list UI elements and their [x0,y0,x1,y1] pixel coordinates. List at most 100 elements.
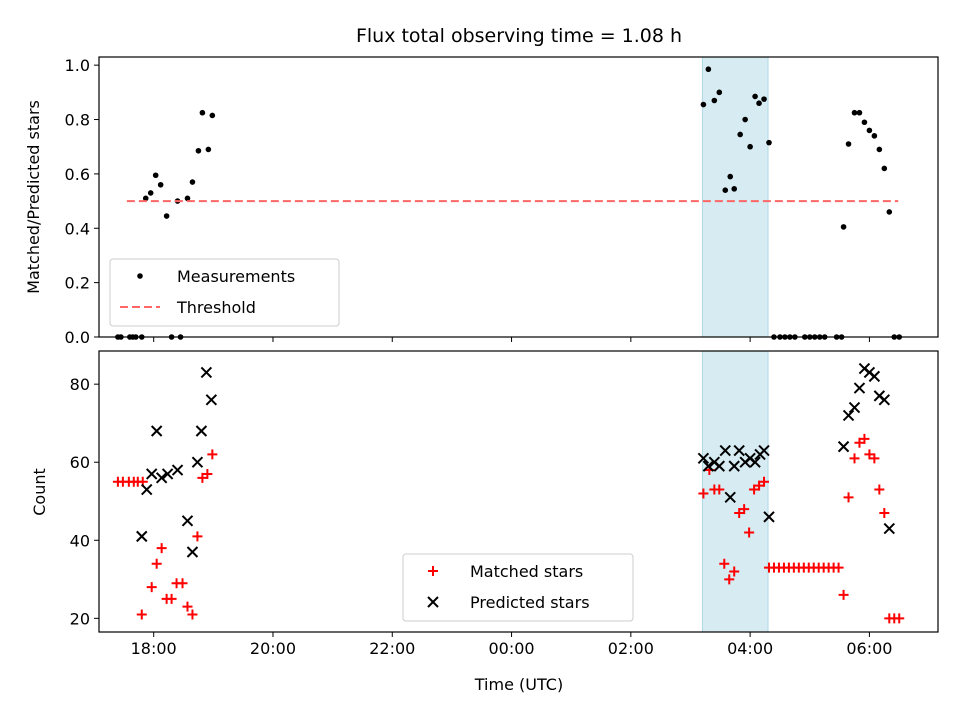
axes-frame [98,56,939,338]
matched-stars-point [879,507,890,518]
predicted-stars-point [837,440,850,453]
legend-label: Threshold [176,298,256,317]
matched-stars-point [833,562,844,573]
legend-label: Matched stars [470,562,583,581]
matched-stars-point [739,504,750,515]
predicted-stars-point [713,460,726,472]
predicted-stars-point [853,382,866,394]
measurement-point [700,101,707,108]
predicted-stars-point [155,472,168,484]
chart-title: Flux total observing time = 1.08 h [356,25,682,47]
measurement-point [205,146,212,153]
legend-predicted-swatch [427,596,439,608]
measurement-point [152,172,159,179]
measurement-point [716,89,723,96]
predicted-stars-point [733,444,745,457]
matched-stars-point [151,558,162,569]
measurement-point [711,97,718,104]
predicted-stars-point [878,394,891,406]
measurement-point [209,112,216,119]
y-tick-label: 0.6 [65,165,90,184]
legend: Measurements Threshold [109,258,340,327]
predicted-stars-point [868,370,881,383]
measurement-point [705,66,712,73]
matched-stars-point [146,582,157,593]
measurement-point [747,143,753,150]
measurement-point [147,190,154,196]
matched-stars-point [698,488,709,499]
predicted-stars-point [181,515,194,527]
measurement-point [727,173,734,180]
predicted-stars-point [191,456,204,468]
measurement-point [876,146,883,153]
legend-measurement-swatch [137,273,143,279]
y-tick-label: 20 [70,609,90,628]
predicted-stars-point [719,444,731,457]
y-tick-label: 1.0 [65,56,90,75]
measurement-point [742,116,748,123]
measurement-point [871,133,878,139]
matched-stars-point [202,468,213,479]
matched-stars-point [207,449,218,460]
measurement-point [886,209,893,215]
y-tick-label: 0.8 [65,111,90,130]
predicted-stars-point [205,394,218,406]
axes-frame [98,350,939,633]
bottom-panel: 18:00 20:00 22:00 00:00 02:00 04:00 06:00 20 40 6… [70,350,939,658]
predicted-stars-point [842,409,855,422]
matched-stars-point [187,609,198,620]
matched-stars-point [744,527,755,538]
predicted-stars-point [758,444,770,457]
matched-stars-point [849,453,860,464]
y-tick-label: 0.2 [65,274,90,293]
matched-stars-point [182,601,193,612]
predicted-stars-point [848,401,861,414]
measurement-point [756,100,762,107]
legend-label: Measurements [177,267,295,286]
predicted-stars-point [200,366,213,379]
measurement-point [881,165,888,172]
x-axis-label: Time (UTC) [474,675,563,694]
measurement-point [856,109,863,116]
measurement-point [199,109,206,116]
predicted-stars-point [883,522,895,535]
matched-stars-point [859,433,870,444]
measurement-point [866,127,873,134]
measurement-point [731,186,738,192]
y-tick-label: 80 [70,375,90,394]
legend-matched-swatch [428,566,438,576]
series-layer [115,66,903,340]
predicted-stars-point [136,530,148,543]
x-tick-label: 02:00 [608,639,654,658]
measurement-point [142,195,149,202]
measurement-point [761,96,767,102]
predicted-stars-point [763,511,775,523]
measurement-point [195,147,202,154]
predicted-stars-point [171,464,184,476]
legend-box [402,553,634,622]
top-y-axis-label: Matched/Predicted stars [24,100,43,294]
matched-stars-point [714,484,725,495]
x-tick-label: 22:00 [369,639,415,658]
measurement-point [157,181,164,188]
predicted-stars-point [697,452,710,465]
x-tick-label: 18:00 [131,639,177,658]
matched-stars-point [894,613,905,624]
matched-stars-point [724,574,735,585]
predicted-stars-point [186,546,199,558]
y-tick-label: 0.0 [65,328,90,347]
matched-stars-point [843,492,854,503]
matched-stars-point [166,593,177,604]
measurement-point [840,224,847,230]
y-tick-label: 40 [70,531,90,550]
top-panel: 0.0 0.2 0.4 0.6 0.8 1.0 Measurements Threshold [65,56,939,347]
matched-stars-point [156,543,167,554]
shaded-span [702,351,769,632]
matched-stars-point [177,578,188,589]
predicted-stars-point [161,468,174,480]
predicted-stars-point [145,468,158,480]
predicted-stars-point [724,491,736,504]
measurement-point [722,187,729,194]
matched-stars-point [136,609,147,620]
